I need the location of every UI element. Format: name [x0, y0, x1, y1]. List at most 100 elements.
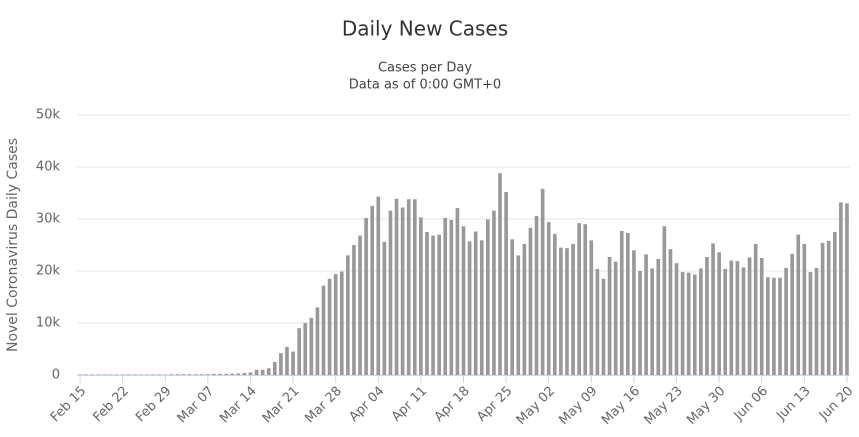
chart-title: Daily New Cases — [342, 17, 508, 41]
bar — [467, 241, 472, 375]
bar — [376, 196, 381, 375]
bar — [181, 374, 186, 375]
bar — [528, 227, 533, 375]
bar — [723, 268, 728, 375]
x-tick-label: Feb 15 — [48, 384, 90, 426]
bar — [84, 374, 88, 375]
bar — [772, 277, 776, 375]
bar — [814, 267, 819, 375]
bar — [479, 240, 484, 375]
x-tick-label: Apr 25 — [474, 384, 515, 425]
bar — [790, 253, 795, 375]
bar — [297, 328, 301, 375]
bar — [839, 202, 843, 375]
x-tick-label: May 23 — [642, 384, 686, 428]
bar — [595, 268, 600, 375]
bar — [212, 373, 216, 375]
x-tick-label: Jun 06 — [731, 384, 771, 424]
x-tick-label: May 02 — [514, 384, 558, 428]
bar — [626, 233, 630, 375]
y-tick-label: 10k — [36, 316, 61, 331]
bar — [522, 243, 527, 375]
bar — [504, 191, 508, 375]
bar — [139, 374, 143, 375]
x-tick-label: Jun 13 — [773, 384, 813, 424]
bar — [461, 226, 466, 375]
bar — [492, 210, 496, 375]
bar — [619, 230, 624, 375]
bar — [309, 317, 314, 375]
bar — [577, 223, 581, 375]
bar — [254, 369, 259, 375]
bar — [674, 263, 679, 375]
bar — [382, 241, 387, 375]
bar — [321, 285, 326, 375]
bar — [224, 373, 228, 375]
bar — [163, 374, 168, 375]
bar — [735, 261, 740, 375]
bar — [443, 217, 448, 375]
bar — [248, 372, 253, 375]
bar — [845, 203, 849, 375]
bar — [358, 235, 362, 375]
y-axis-label: Novel Coronavirus Daily Cases — [5, 138, 21, 352]
bar — [632, 250, 636, 375]
bar — [230, 373, 235, 375]
bar — [145, 374, 149, 375]
bar — [425, 232, 429, 375]
bar — [711, 243, 715, 375]
bar — [759, 258, 764, 375]
bar — [766, 277, 770, 375]
bar — [589, 240, 594, 375]
x-tick-label: Apr 18 — [432, 384, 473, 425]
bar — [157, 374, 161, 375]
bar — [279, 353, 283, 375]
bar — [559, 247, 563, 375]
bar — [412, 199, 417, 375]
bar — [419, 217, 423, 375]
bar — [400, 207, 405, 375]
y-tick-label: 20k — [36, 264, 61, 279]
bar — [778, 277, 782, 375]
x-tick-label: Feb 29 — [133, 384, 175, 426]
bar — [339, 271, 344, 375]
bar — [516, 255, 521, 375]
chart-subtitle: Cases per Day — [378, 61, 472, 76]
bar — [571, 243, 575, 375]
bar — [260, 369, 265, 375]
bar — [644, 254, 648, 375]
bar — [303, 323, 308, 375]
bar — [534, 215, 539, 375]
bar — [510, 239, 515, 375]
y-tick-label: 50k — [36, 108, 61, 123]
y-tick-label: 0 — [52, 368, 60, 383]
bar — [583, 224, 588, 375]
bar — [796, 234, 801, 375]
bar — [187, 374, 192, 375]
bar — [370, 206, 375, 375]
bar — [437, 234, 441, 375]
bar — [820, 242, 825, 375]
bar — [352, 245, 356, 375]
bar — [132, 374, 137, 375]
bar — [151, 374, 155, 375]
bar — [826, 240, 831, 375]
x-tick-label: May 09 — [556, 384, 600, 428]
bar — [486, 219, 490, 375]
x-tick-label: May 30 — [684, 384, 728, 428]
bar — [565, 248, 569, 375]
bar — [285, 346, 289, 375]
bar — [747, 257, 752, 375]
bar — [680, 272, 685, 375]
bar — [753, 243, 758, 375]
bar — [473, 231, 478, 375]
bar — [686, 272, 691, 375]
bar — [802, 243, 807, 375]
bar — [601, 278, 606, 375]
bar — [315, 307, 320, 375]
bar — [662, 226, 667, 375]
bar — [656, 259, 661, 375]
bar — [175, 374, 180, 375]
x-tick-label: Mar 28 — [302, 384, 345, 427]
